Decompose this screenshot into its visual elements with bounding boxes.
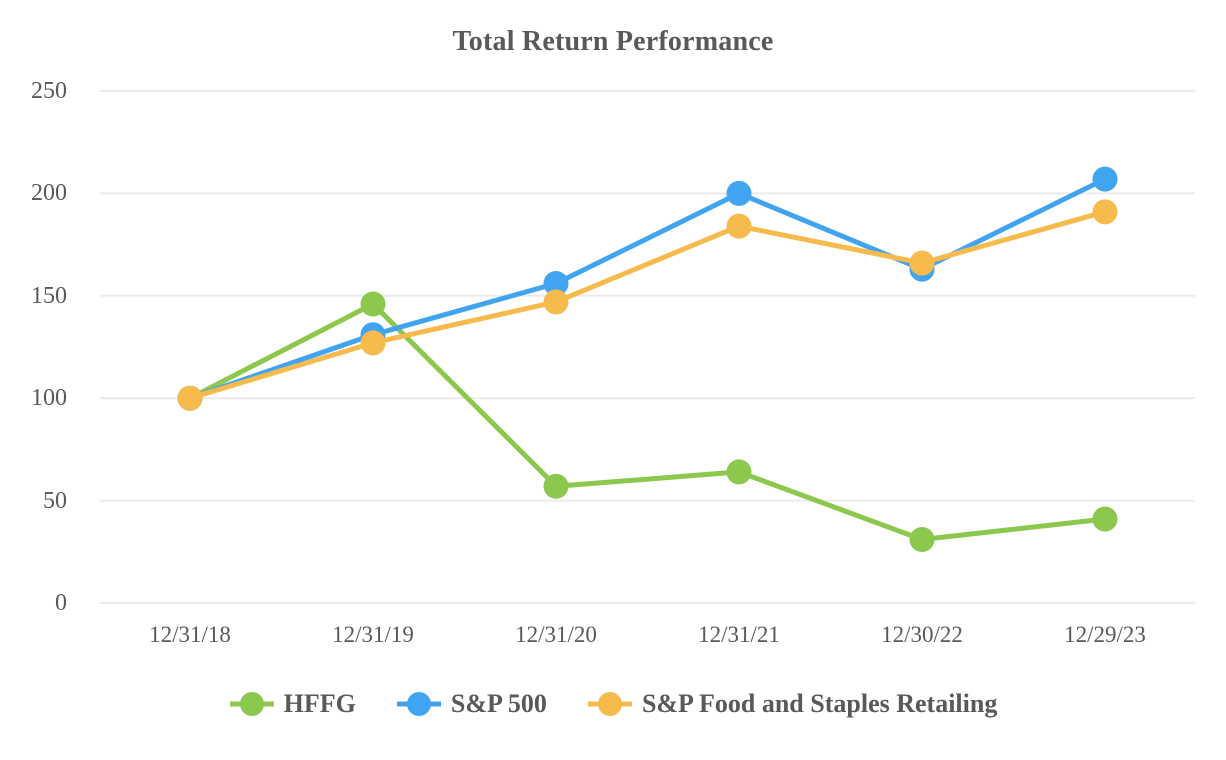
data-point-s-p-food-and-staples-retailing-12-30-22 <box>909 250 935 276</box>
x-axis-label-12-31-20: 12/31/20 <box>515 622 597 647</box>
data-point-hffg-12-31-20 <box>543 473 569 499</box>
x-axis-label-12-29-23: 12/29/23 <box>1064 622 1146 647</box>
y-axis-label-100: 100 <box>31 385 67 412</box>
series-line-s-p-500 <box>187 176 1108 401</box>
legend-marker-dot <box>239 692 264 716</box>
y-axis-label-150: 150 <box>31 282 67 309</box>
data-point-s-p-food-and-staples-retailing-12-31-20 <box>543 289 569 315</box>
legend-item-s-p-500: S&P 500 <box>396 689 547 719</box>
legend-marker-dot <box>597 692 622 716</box>
legend-item-hffg: HFFG <box>229 689 356 719</box>
x-axis-label-12-31-19: 12/31/19 <box>332 622 414 647</box>
legend-label-hffg: HFFG <box>283 689 356 718</box>
data-point-s-p-500-12-31-20 <box>543 271 569 297</box>
legend-label-s-p-food-and-staples-retailing: S&P Food and Staples Retailing <box>641 689 998 718</box>
data-point-s-p-food-and-staples-retailing-12-29-23 <box>1092 199 1118 225</box>
data-point-s-p-500-12-29-23 <box>1092 166 1118 192</box>
y-axis-label-50: 50 <box>43 487 67 514</box>
x-axis-label-12-30-22: 12/30/22 <box>881 622 963 647</box>
legend-marker-icon-s-p-500 <box>396 692 441 716</box>
series-line-s-p-food-and-staples-retailing <box>187 209 1108 401</box>
data-point-hffg-12-31-21 <box>726 459 752 485</box>
y-axis-label-200: 200 <box>31 180 67 207</box>
y-axis-label-250: 250 <box>31 78 67 104</box>
chart-title: Total Return Performance <box>452 26 774 57</box>
legend-label-s-p-500: S&P 500 <box>450 689 547 718</box>
data-point-hffg-12-29-23 <box>1092 506 1118 532</box>
data-point-s-p-500-12-31-21 <box>726 180 752 206</box>
data-point-s-p-food-and-staples-retailing-12-31-18 <box>177 385 203 411</box>
legend-marker-dot <box>406 692 431 716</box>
x-axis-label-12-31-18: 12/31/18 <box>149 622 231 647</box>
legend-item-s-p-food-and-staples-retailing: S&P Food and Staples Retailing <box>587 689 997 719</box>
data-point-s-p-food-and-staples-retailing-12-31-21 <box>726 213 752 239</box>
legend-marker-icon-hffg <box>229 692 274 716</box>
legend: HFFG S&P 500 S&P Food and Staples Retailin… <box>0 686 1226 722</box>
legend-marker-icon-s-p-food-and-staples-retailing <box>587 692 632 716</box>
data-point-hffg-12-30-22 <box>909 527 935 553</box>
data-point-s-p-food-and-staples-retailing-12-31-19 <box>360 330 386 356</box>
y-axis-label-0: 0 <box>55 590 67 616</box>
data-point-hffg-12-31-19 <box>360 291 386 317</box>
x-axis-label-12-31-21: 12/31/21 <box>698 622 780 647</box>
series-line-hffg <box>187 301 1108 543</box>
